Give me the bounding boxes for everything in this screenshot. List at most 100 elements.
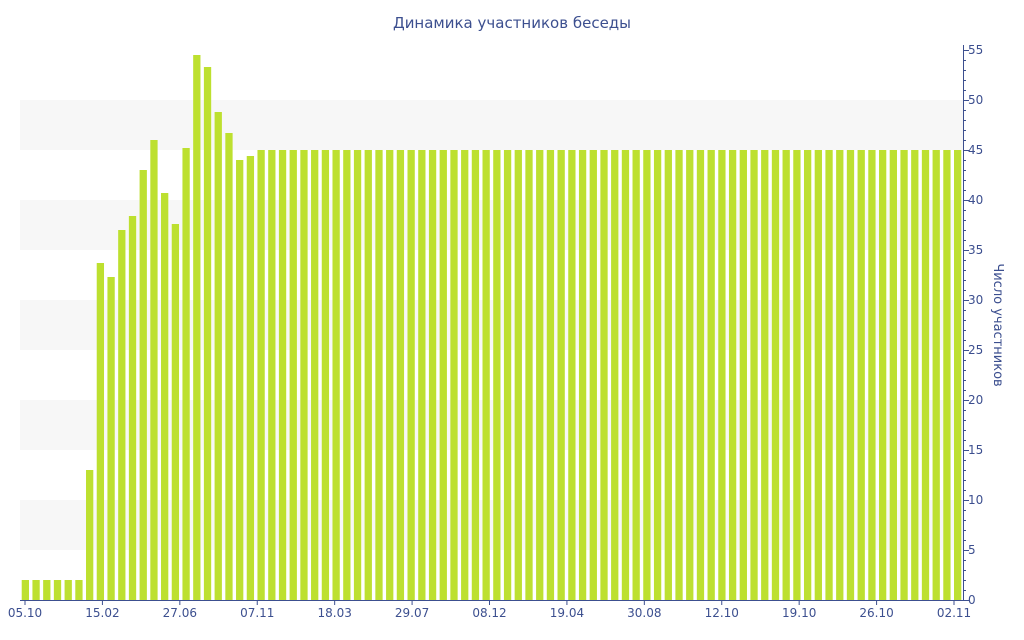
- bar[interactable]: [803, 150, 812, 600]
- bar[interactable]: [386, 150, 394, 600]
- bar[interactable]: [611, 150, 619, 600]
- bar[interactable]: [911, 150, 919, 600]
- y-axis-title: Число участников: [990, 263, 1005, 386]
- bar[interactable]: [557, 150, 565, 600]
- bar[interactable]: [461, 150, 469, 600]
- bar[interactable]: [225, 133, 233, 600]
- bar[interactable]: [343, 150, 351, 600]
- bar[interactable]: [836, 150, 844, 600]
- bar[interactable]: [814, 150, 822, 600]
- bar[interactable]: [75, 580, 83, 600]
- bar[interactable]: [761, 150, 769, 600]
- bar[interactable]: [236, 160, 244, 600]
- bar[interactable]: [568, 150, 576, 600]
- bar[interactable]: [825, 150, 833, 600]
- x-tick-label: 19.10: [782, 606, 816, 620]
- bar[interactable]: [525, 150, 533, 600]
- bar[interactable]: [96, 263, 105, 600]
- bar[interactable]: [32, 580, 40, 600]
- bar[interactable]: [396, 150, 405, 600]
- bar[interactable]: [150, 140, 158, 600]
- bar[interactable]: [182, 148, 190, 600]
- bar[interactable]: [621, 150, 630, 600]
- bar[interactable]: [675, 150, 683, 600]
- bar[interactable]: [86, 470, 94, 600]
- bar[interactable]: [118, 230, 126, 600]
- bar[interactable]: [782, 150, 790, 600]
- bar[interactable]: [600, 150, 608, 600]
- bar[interactable]: [64, 580, 72, 600]
- bar[interactable]: [536, 150, 544, 600]
- bar[interactable]: [450, 150, 458, 600]
- bar[interactable]: [161, 193, 169, 600]
- bar[interactable]: [643, 150, 651, 600]
- bar[interactable]: [300, 150, 308, 600]
- bar[interactable]: [868, 150, 876, 600]
- bar[interactable]: [943, 150, 951, 600]
- bar[interactable]: [428, 150, 437, 600]
- bar[interactable]: [921, 150, 930, 600]
- bar[interactable]: [900, 150, 908, 600]
- x-tick-label: 26.10: [859, 606, 893, 620]
- x-tick-label: 27.06: [163, 606, 197, 620]
- bar[interactable]: [750, 150, 758, 600]
- bar[interactable]: [353, 150, 362, 600]
- bar[interactable]: [246, 156, 255, 600]
- x-tick-label: 30.08: [627, 606, 661, 620]
- y-tick-label: 25: [968, 343, 983, 357]
- bar[interactable]: [503, 150, 512, 600]
- y-tick-labels: 0 5 10 15 20 25 30 35 40 45 50 55: [968, 43, 983, 607]
- bar[interactable]: [278, 150, 287, 600]
- bar[interactable]: [846, 150, 855, 600]
- bar[interactable]: [128, 216, 137, 600]
- bar[interactable]: [793, 150, 801, 600]
- bar[interactable]: [482, 150, 490, 600]
- bar[interactable]: [375, 150, 383, 600]
- bar[interactable]: [289, 150, 297, 600]
- bar[interactable]: [493, 150, 501, 600]
- bar[interactable]: [889, 150, 897, 600]
- bar[interactable]: [214, 112, 222, 600]
- bar[interactable]: [578, 150, 587, 600]
- bar[interactable]: [718, 150, 726, 600]
- y-tick-label: 50: [968, 93, 983, 107]
- bar[interactable]: [257, 150, 265, 600]
- bar[interactable]: [418, 150, 426, 600]
- bar[interactable]: [954, 150, 962, 600]
- axes: [20, 45, 969, 605]
- bar[interactable]: [686, 150, 694, 600]
- bar[interactable]: [107, 277, 115, 600]
- bar[interactable]: [653, 150, 662, 600]
- bar[interactable]: [332, 150, 340, 600]
- bar[interactable]: [53, 580, 62, 600]
- bar[interactable]: [696, 150, 705, 600]
- bar[interactable]: [514, 150, 522, 600]
- bar[interactable]: [203, 67, 212, 600]
- bar[interactable]: [771, 150, 780, 600]
- bar[interactable]: [546, 150, 555, 600]
- bar[interactable]: [268, 150, 276, 600]
- bar[interactable]: [471, 150, 480, 600]
- bar[interactable]: [857, 150, 865, 600]
- x-tick-labels: 05.10 15.02 27.06 07.11 18.03 29.07 08.12 19.04…: [8, 606, 971, 620]
- bar[interactable]: [707, 150, 715, 600]
- bar[interactable]: [193, 55, 201, 600]
- bar[interactable]: [728, 150, 737, 600]
- bar[interactable]: [364, 150, 372, 600]
- bar[interactable]: [21, 580, 29, 600]
- bar[interactable]: [439, 150, 447, 600]
- bar[interactable]: [878, 150, 887, 600]
- bar[interactable]: [43, 580, 51, 600]
- bar[interactable]: [664, 150, 672, 600]
- bar[interactable]: [739, 150, 747, 600]
- bar[interactable]: [311, 150, 319, 600]
- x-tick-label: 19.04: [550, 606, 584, 620]
- bar[interactable]: [171, 224, 180, 600]
- bar[interactable]: [932, 150, 940, 600]
- bar[interactable]: [407, 150, 415, 600]
- bar[interactable]: [589, 150, 597, 600]
- bar[interactable]: [139, 170, 147, 600]
- bar[interactable]: [321, 150, 330, 600]
- bar[interactable]: [632, 150, 640, 600]
- bars: [21, 55, 962, 600]
